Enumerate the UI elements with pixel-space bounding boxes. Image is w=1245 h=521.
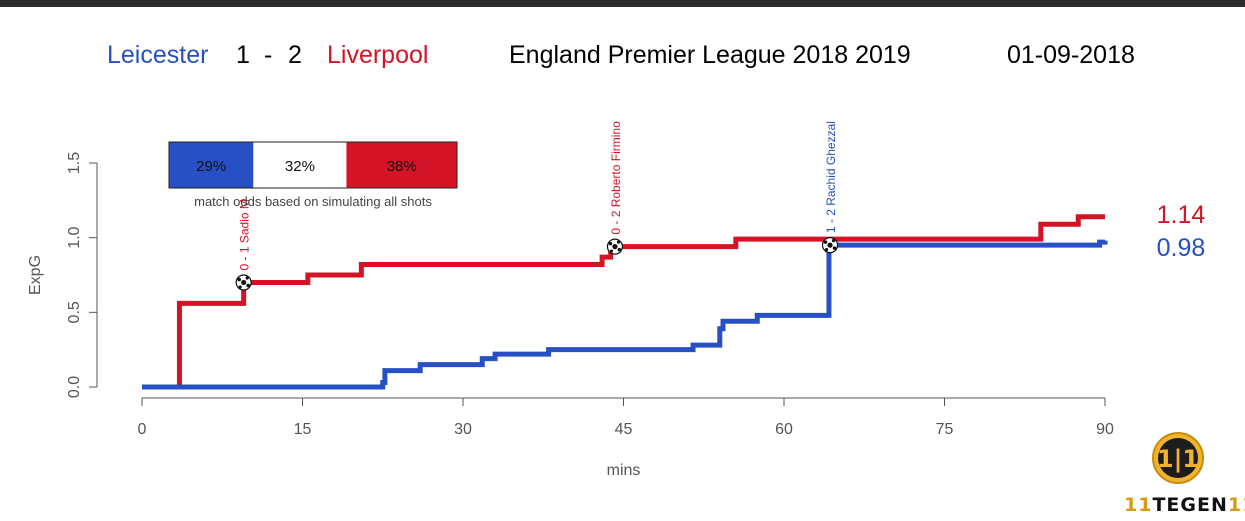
chart-axes: 0 15 30 45 60 75 90 mins 0.0 0.5 1.0 1.5 ExpG (27, 152, 1114, 479)
goal-marker: 0 - 2 Roberto Firmino (606, 121, 624, 255)
goal-markers: 0 - 1 Sadio M 0 - 2 Roberto Firmino 1 - 2 … (235, 121, 839, 291)
x-tick-label: 60 (775, 421, 793, 438)
y-tick-label: 0.0 (66, 376, 83, 398)
goal-marker: 0 - 1 Sadio M (235, 199, 252, 291)
football-patch (823, 240, 828, 244)
goal-label: 0 - 1 Sadio M (238, 199, 252, 270)
football-patch (616, 240, 621, 244)
y-axis-title: ExpG (27, 255, 44, 295)
series-line-home (142, 239, 1108, 390)
football-patch (831, 239, 836, 243)
odds-box-border (168, 141, 458, 189)
match-header: Leicester 1 - 2 Liverpool England Premie… (0, 40, 1245, 70)
series-line-away (142, 214, 1105, 390)
chart-series (142, 214, 1108, 390)
logo-mark-text: 1|1 (1157, 445, 1199, 473)
football-patch (608, 241, 613, 246)
match-date: 01-09-2018 (1007, 41, 1135, 69)
logo-wordmark: 11TEGEN11 (1124, 494, 1245, 516)
final-xg-labels: 0.98 1.14 (1157, 201, 1206, 262)
goal-marker: 1 - 2 Rachid Ghezzal (821, 121, 839, 254)
odds-draw-segment-label: 32% (285, 158, 315, 175)
y-tick-label: 1.5 (66, 152, 83, 174)
y-tick-label: 1.0 (66, 226, 83, 248)
logo-wordmark-a: 11 (1124, 494, 1153, 516)
odds-home-segment-label: 29% (196, 158, 226, 175)
match-odds-box: 29% 32% 38% match odds based on simulating … (168, 141, 458, 209)
odds-home-segment (169, 142, 254, 188)
football-patch (824, 248, 829, 252)
x-tick-label: 45 (615, 421, 633, 438)
odds-away-segment (346, 142, 457, 188)
home-team-name: Leicester (107, 41, 209, 69)
home-score: 1 (236, 41, 250, 69)
logo-wordmark-b: TEGEN (1152, 494, 1228, 516)
x-axis-title: mins (607, 462, 641, 479)
football-patch (832, 246, 837, 250)
score-separator: - (264, 41, 273, 69)
football-patch (617, 247, 622, 252)
top-bar (0, 0, 1245, 7)
football-patch (245, 276, 249, 280)
football-patch (241, 279, 247, 286)
football-patch (238, 285, 242, 289)
logo-wordmark-c: 11 (1227, 494, 1245, 516)
goal-label: 1 - 2 Rachid Ghezzal (824, 121, 838, 233)
football-patch (237, 277, 241, 282)
x-tick-label: 0 (138, 421, 147, 438)
logo-emblem-icon: 1|1 (1152, 432, 1204, 484)
x-tick-label: 15 (294, 421, 312, 438)
brand-logo: 1|1 11TEGEN11 (1124, 428, 1245, 518)
goal-label: 0 - 2 Roberto Firmino (609, 121, 623, 235)
away-score: 2 (288, 41, 302, 69)
final-xg-home: 0.98 (1157, 234, 1206, 262)
final-xg-away: 1.14 (1157, 201, 1206, 229)
football-patch (609, 249, 614, 253)
odds-caption: match odds based on simulating all shots (194, 194, 432, 209)
away-team-name: Liverpool (327, 41, 429, 69)
y-tick-label: 0.5 (66, 301, 83, 323)
x-tick-label: 75 (936, 421, 954, 438)
football-patch (246, 283, 250, 288)
competition-title: England Premier League 2018 2019 (509, 41, 911, 69)
x-tick-label: 30 (454, 421, 472, 438)
x-tick-label: 90 (1096, 421, 1114, 438)
odds-draw-segment (253, 142, 347, 188)
football-patch (612, 244, 618, 250)
odds-away-segment-label: 38% (387, 158, 417, 175)
football-patch (827, 242, 833, 248)
